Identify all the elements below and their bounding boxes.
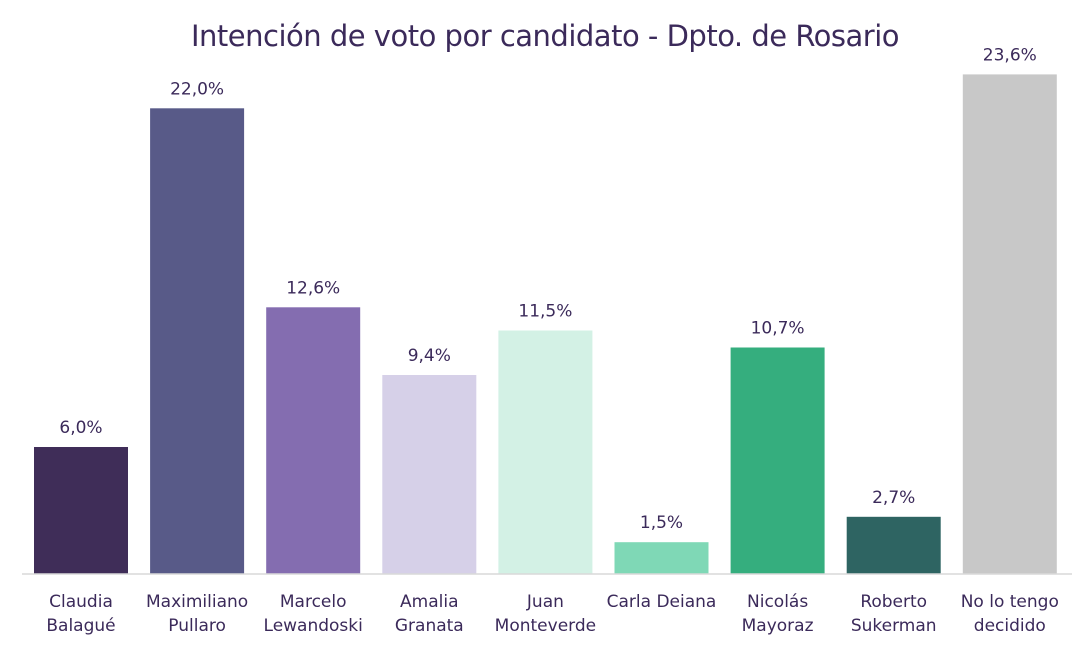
value-label-1: 22,0% <box>170 79 224 99</box>
bar-4 <box>498 330 593 574</box>
value-label-7: 2,7% <box>872 488 915 508</box>
category-label-8-line-0: No lo tengo <box>961 592 1059 612</box>
category-label-3-line-1: Granata <box>395 616 464 636</box>
value-label-3: 9,4% <box>408 346 451 366</box>
category-label-0: Claudia Balagué <box>46 592 115 636</box>
category-label-4-line-1: Monteverde <box>495 616 596 636</box>
bar-7 <box>846 516 941 574</box>
category-label-3-line-0: Amalia <box>400 592 458 612</box>
category-label-7-line-1: Sukerman <box>851 616 937 636</box>
bar-6 <box>730 347 825 574</box>
category-label-5: Carla Deiana <box>607 592 717 612</box>
value-label-2: 12,6% <box>286 278 340 298</box>
category-label-7: Roberto Sukerman <box>851 592 937 636</box>
category-label-1: Maximiliano Pullaro <box>146 592 248 636</box>
category-label-0-line-0: Claudia <box>49 592 113 612</box>
bar-5 <box>614 542 709 574</box>
category-label-5-line-0: Carla Deiana <box>607 592 717 612</box>
category-label-6-line-0: Nicolás <box>747 592 808 612</box>
category-labels-group: Claudia Balagué Maximiliano Pullaro Marcelo L… <box>46 592 1058 636</box>
value-label-4: 11,5% <box>518 302 572 322</box>
value-label-0: 6,0% <box>59 418 102 438</box>
bars-group <box>34 74 1057 575</box>
category-label-3: Amalia Granata <box>395 592 464 636</box>
value-label-6: 10,7% <box>751 319 805 339</box>
category-label-8-line-1: decidido <box>974 616 1046 636</box>
chart-title: Intención de voto por candidato - Dpto. … <box>191 19 899 53</box>
bar-0 <box>34 447 128 574</box>
bar-1 <box>150 108 245 575</box>
category-label-1-line-0: Maximiliano <box>146 592 248 612</box>
category-label-6: Nicolás Mayoraz <box>742 592 814 636</box>
category-label-1-line-1: Pullaro <box>168 616 226 636</box>
bar-2 <box>266 307 361 574</box>
category-label-2-line-1: Lewandoski <box>264 616 363 636</box>
category-label-2-line-0: Marcelo <box>280 592 347 612</box>
category-label-7-line-0: Roberto <box>860 592 927 612</box>
value-labels-group: 6,0% 22,0% 12,6% 9,4% 11,5% 1,5% 10,7% 2,7% 23,6… <box>59 45 1036 533</box>
category-label-2: Marcelo Lewandoski <box>264 592 363 636</box>
category-label-8: No lo tengo decidido <box>961 592 1059 636</box>
category-label-6-line-1: Mayoraz <box>742 616 814 636</box>
value-label-8: 23,6% <box>983 45 1037 65</box>
category-label-0-line-1: Balagué <box>46 616 115 636</box>
bar-3 <box>382 375 477 574</box>
category-label-4: Juan Monteverde <box>495 592 596 636</box>
value-label-5: 1,5% <box>640 513 683 533</box>
bar-8 <box>962 74 1057 575</box>
category-label-4-line-0: Juan <box>526 592 564 612</box>
